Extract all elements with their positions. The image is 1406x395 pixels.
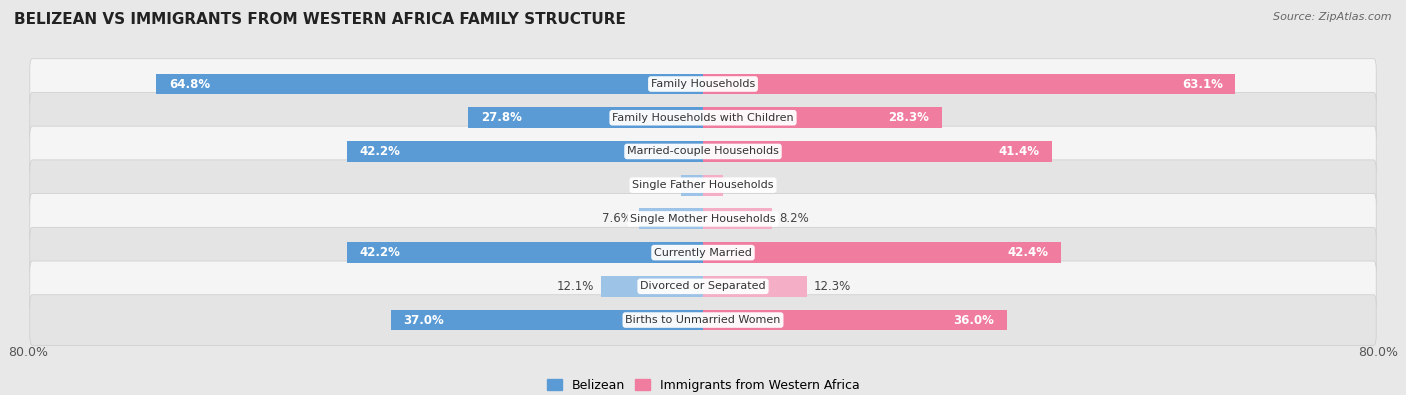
Text: 28.3%: 28.3% <box>889 111 929 124</box>
Bar <box>703 276 807 297</box>
Text: Source: ZipAtlas.com: Source: ZipAtlas.com <box>1274 12 1392 22</box>
Text: Single Mother Households: Single Mother Households <box>630 214 776 224</box>
Bar <box>681 175 703 196</box>
Bar <box>703 141 1052 162</box>
Text: 12.1%: 12.1% <box>557 280 595 293</box>
Text: 27.8%: 27.8% <box>481 111 522 124</box>
Text: 37.0%: 37.0% <box>404 314 444 327</box>
Bar <box>703 107 942 128</box>
Text: 42.4%: 42.4% <box>1007 246 1047 259</box>
FancyBboxPatch shape <box>30 126 1376 177</box>
Text: 41.4%: 41.4% <box>998 145 1039 158</box>
Text: 2.4%: 2.4% <box>730 179 759 192</box>
Bar <box>638 209 703 229</box>
Text: 42.2%: 42.2% <box>360 246 401 259</box>
Bar <box>600 276 703 297</box>
FancyBboxPatch shape <box>30 261 1376 312</box>
Text: 12.3%: 12.3% <box>814 280 851 293</box>
Bar <box>156 73 703 94</box>
Bar <box>391 310 703 331</box>
Bar <box>703 209 772 229</box>
FancyBboxPatch shape <box>30 59 1376 109</box>
Text: Births to Unmarried Women: Births to Unmarried Women <box>626 315 780 325</box>
Legend: Belizean, Immigrants from Western Africa: Belizean, Immigrants from Western Africa <box>540 373 866 395</box>
Text: 63.1%: 63.1% <box>1182 77 1223 90</box>
Text: 42.2%: 42.2% <box>360 145 401 158</box>
Text: 2.6%: 2.6% <box>644 179 675 192</box>
Text: Currently Married: Currently Married <box>654 248 752 258</box>
Text: 64.8%: 64.8% <box>169 77 209 90</box>
FancyBboxPatch shape <box>30 194 1376 244</box>
Bar <box>703 73 1236 94</box>
Text: 7.6%: 7.6% <box>602 213 633 226</box>
Bar <box>703 310 1007 331</box>
Text: Family Households: Family Households <box>651 79 755 89</box>
Text: Family Households with Children: Family Households with Children <box>612 113 794 123</box>
Text: Married-couple Households: Married-couple Households <box>627 147 779 156</box>
FancyBboxPatch shape <box>30 92 1376 143</box>
Text: 8.2%: 8.2% <box>779 213 808 226</box>
Bar <box>347 141 703 162</box>
Bar <box>468 107 703 128</box>
Bar <box>703 242 1060 263</box>
FancyBboxPatch shape <box>30 295 1376 345</box>
FancyBboxPatch shape <box>30 227 1376 278</box>
Text: BELIZEAN VS IMMIGRANTS FROM WESTERN AFRICA FAMILY STRUCTURE: BELIZEAN VS IMMIGRANTS FROM WESTERN AFRI… <box>14 12 626 27</box>
Text: Divorced or Separated: Divorced or Separated <box>640 281 766 292</box>
Bar <box>703 175 723 196</box>
Bar <box>347 242 703 263</box>
Text: Single Father Households: Single Father Households <box>633 180 773 190</box>
Text: 36.0%: 36.0% <box>953 314 994 327</box>
FancyBboxPatch shape <box>30 160 1376 211</box>
